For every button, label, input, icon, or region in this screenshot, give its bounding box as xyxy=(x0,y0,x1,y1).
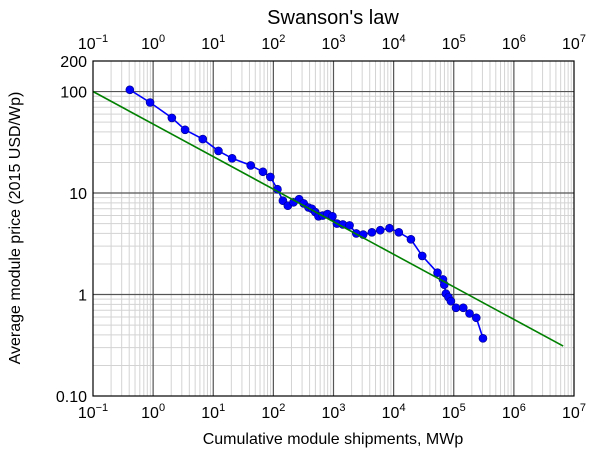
data-point xyxy=(345,221,354,230)
x-tick-label-top: 101 xyxy=(201,33,225,53)
x-tick-label-bottom: 101 xyxy=(201,402,225,422)
x-tick-label-bottom: 103 xyxy=(322,402,346,422)
data-point xyxy=(458,303,468,313)
x-tick-label-top: 105 xyxy=(442,33,466,53)
x-tick-label-top: 10−1 xyxy=(78,33,108,53)
x-tick-label-top: 106 xyxy=(502,33,526,53)
y-tick-label: 200 xyxy=(60,54,87,71)
x-tick-label-bottom: 100 xyxy=(141,402,165,422)
data-point xyxy=(451,303,461,313)
x-tick-label-top: 100 xyxy=(141,33,165,53)
data-point xyxy=(180,125,190,135)
data-point xyxy=(394,228,404,237)
x-tick-label-bottom: 104 xyxy=(382,402,406,422)
data-point xyxy=(145,98,155,107)
data-point xyxy=(214,146,223,156)
y-axis-label: Average module price (2015 USD/Wp) xyxy=(7,92,24,365)
x-tick-label-bottom: 102 xyxy=(261,402,285,422)
data-point xyxy=(478,334,488,343)
data-point xyxy=(167,113,177,123)
x-tick-label-top: 102 xyxy=(261,33,285,53)
data-point xyxy=(417,251,427,261)
major-gridlines xyxy=(93,61,574,396)
data-point xyxy=(227,153,237,163)
data-point xyxy=(198,134,208,144)
data-point xyxy=(465,309,474,318)
data-point xyxy=(266,172,275,182)
tick-labels: 10−110−110010010110110210210310310410410… xyxy=(56,33,586,422)
x-tick-label-bottom: 10−1 xyxy=(78,402,108,422)
x-tick-label-top: 107 xyxy=(562,33,586,53)
y-tick-label: 1 xyxy=(78,288,87,305)
x-tick-label-bottom: 105 xyxy=(442,402,466,422)
chart-title: Swanson's law xyxy=(267,7,399,29)
data-point xyxy=(385,223,394,233)
data-point xyxy=(471,313,481,323)
y-tick-label: 100 xyxy=(60,85,87,102)
trend-line xyxy=(92,90,564,347)
plot-frame xyxy=(92,60,575,397)
data-point xyxy=(367,228,377,237)
data-point xyxy=(406,235,416,244)
data-point xyxy=(433,268,442,278)
x-tick-label-bottom: 107 xyxy=(562,402,586,422)
data-point xyxy=(246,161,256,170)
y-tick-label: 0.10 xyxy=(56,389,87,406)
data-point xyxy=(258,167,268,177)
data-point xyxy=(375,225,385,235)
x-axis-label: Cumulative module shipments, MWp xyxy=(203,431,464,448)
x-tick-label-top: 104 xyxy=(382,33,406,53)
series-layer xyxy=(92,85,564,347)
y-tick-label: 10 xyxy=(69,186,87,203)
data-point xyxy=(125,85,135,95)
data-point xyxy=(446,296,456,306)
x-tick-label-bottom: 106 xyxy=(502,402,526,422)
x-tick-label-top: 103 xyxy=(322,33,346,53)
